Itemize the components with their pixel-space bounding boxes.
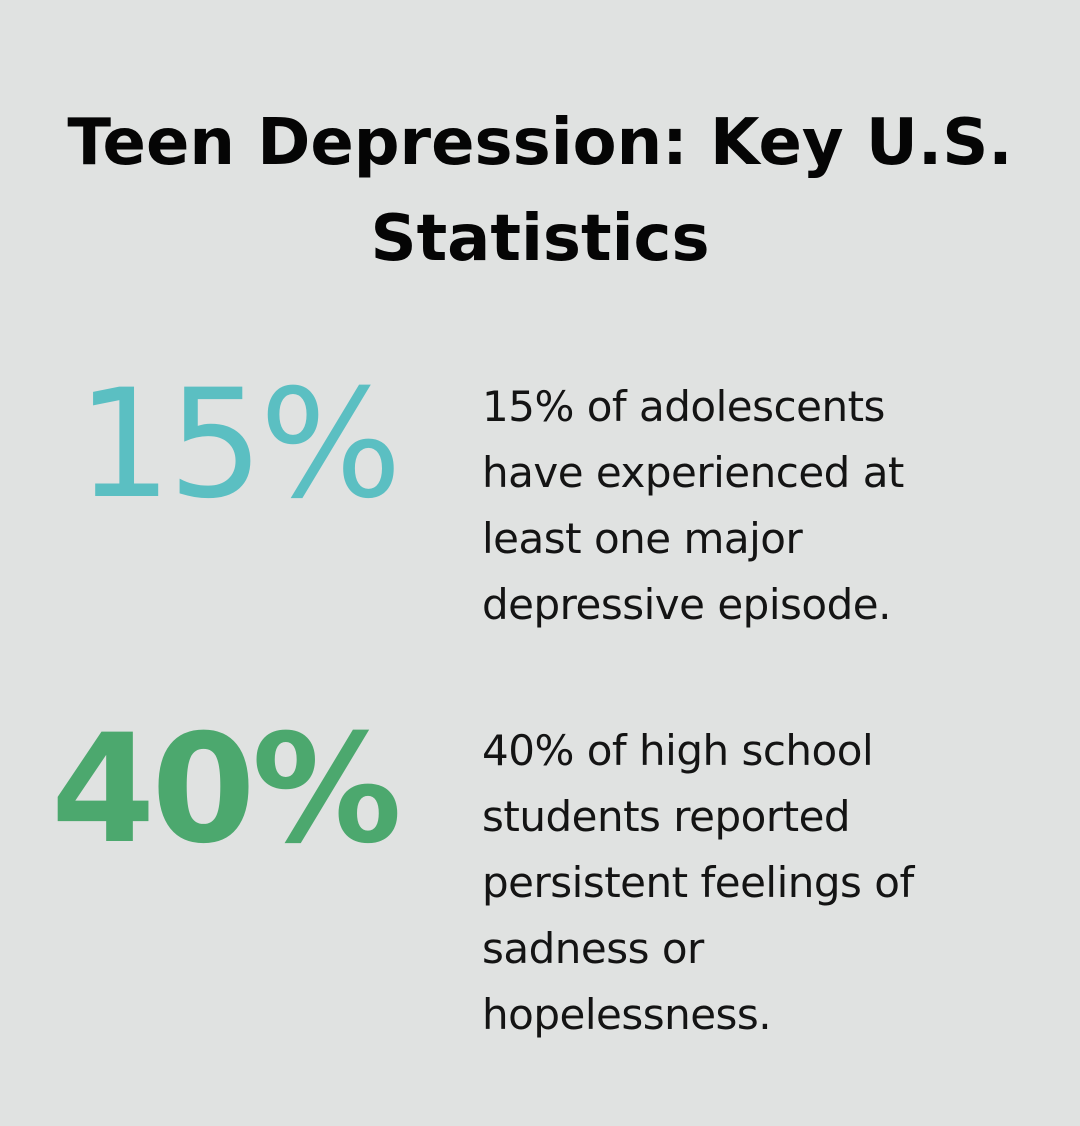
stat-description-line: persistent feelings of: [482, 858, 914, 907]
stat-description-line: 15% of adolescents: [482, 382, 885, 431]
title-line-2: Statistics: [370, 202, 710, 276]
stat-description-line: depressive episode.: [482, 580, 891, 629]
title-line-1: Teen Depression: Key U.S.: [67, 106, 1013, 180]
stat-description-line: least one major: [482, 514, 803, 563]
stat-description-line: 40% of high school: [482, 726, 874, 775]
stat-description-high-school: 40% of high school students reported per…: [482, 718, 1022, 1048]
stat-description-adolescents: 15% of adolescents have experienced at l…: [482, 374, 1022, 638]
stat-description-line: sadness or: [482, 924, 704, 973]
stat-description-line: students reported: [482, 792, 851, 841]
stat-description-line: have experienced at: [482, 448, 904, 497]
stat-value-15-percent: 15%: [76, 358, 402, 532]
infographic-title: Teen Depression: Key U.S. Statistics: [0, 95, 1080, 287]
stat-value-40-percent: 40%: [50, 703, 402, 877]
stat-description-line: hopelessness.: [482, 990, 772, 1039]
